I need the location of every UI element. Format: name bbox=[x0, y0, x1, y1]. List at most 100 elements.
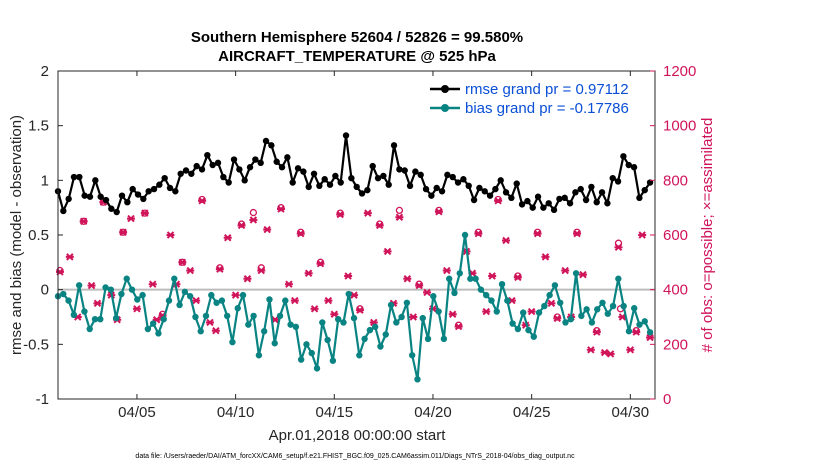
obs-assimilated-point bbox=[355, 306, 364, 314]
series-0-point bbox=[449, 173, 456, 181]
obs-assimilated-point bbox=[561, 266, 570, 275]
series-0-point bbox=[273, 158, 280, 165]
series-1-point bbox=[208, 291, 215, 299]
series-0-point bbox=[561, 194, 568, 202]
y-tick-label: 2 bbox=[41, 63, 49, 80]
series-0-point bbox=[252, 156, 259, 163]
obs-assimilated-point bbox=[501, 236, 510, 245]
obs-possible-point bbox=[376, 220, 384, 228]
series-0-point bbox=[209, 161, 216, 169]
series-1-point bbox=[525, 326, 532, 334]
obs-assimilated-point bbox=[442, 266, 451, 275]
legend-bias-marker bbox=[441, 104, 449, 112]
series-1-point bbox=[192, 313, 199, 321]
series-1-point bbox=[567, 315, 574, 323]
series-1-point bbox=[583, 306, 590, 313]
series-1-point bbox=[519, 309, 527, 316]
series-0-point bbox=[502, 189, 510, 196]
series-0-point bbox=[598, 189, 606, 196]
chart-subtitle: AIRCRAFT_TEMPERATURE @ 525 hPa bbox=[218, 48, 496, 65]
obs-possible-point bbox=[435, 206, 443, 215]
series-1-point bbox=[646, 329, 654, 336]
series-0-point bbox=[161, 174, 168, 182]
obs-possible-point bbox=[553, 313, 561, 321]
legend: rmse grand pr = 0.97112 bias grand pr = … bbox=[424, 76, 652, 120]
obs-assimilated-point bbox=[304, 269, 313, 277]
obs-possible-point bbox=[356, 305, 364, 313]
series-0-point bbox=[572, 189, 579, 196]
series-1-point bbox=[324, 336, 331, 344]
series-0-point bbox=[177, 170, 184, 177]
series-0-point bbox=[337, 179, 344, 186]
series-0-point bbox=[433, 184, 440, 192]
obs-assimilated-point bbox=[166, 231, 175, 239]
series-0-point bbox=[406, 182, 414, 189]
series-1-point bbox=[292, 323, 300, 331]
obs-possible-point bbox=[593, 327, 601, 335]
series-0-point bbox=[108, 205, 115, 212]
series-1-point bbox=[213, 299, 220, 306]
series-0-point bbox=[262, 137, 270, 145]
series-1-point bbox=[155, 330, 162, 337]
series-1-point bbox=[239, 291, 247, 299]
series-1-point bbox=[266, 296, 273, 303]
series-0-point bbox=[60, 207, 67, 215]
x-axis-label: Apr.01,2018 00:00:00 start bbox=[269, 427, 447, 444]
obs-assimilated-point bbox=[186, 266, 195, 275]
series-0-point bbox=[630, 164, 638, 171]
series-0-point bbox=[545, 200, 552, 207]
y-tick-label: -0.5 bbox=[23, 336, 49, 353]
y-right-tick-label: 800 bbox=[663, 172, 688, 189]
series-1-point bbox=[366, 326, 374, 334]
obs-assimilated-point bbox=[205, 318, 214, 327]
series-0-point bbox=[454, 179, 462, 186]
obs-possible-point bbox=[514, 272, 522, 280]
obs-assimilated-point bbox=[223, 234, 232, 242]
series-0-point bbox=[76, 173, 83, 181]
series-1-point bbox=[435, 308, 442, 315]
series-1-point bbox=[456, 270, 463, 277]
series-0-point bbox=[214, 159, 222, 167]
series-1-point bbox=[97, 315, 104, 323]
obs-possible-point bbox=[415, 280, 423, 288]
obs-assimilated-point bbox=[140, 209, 149, 217]
obs-possible-point bbox=[249, 208, 258, 217]
series-0-point bbox=[417, 171, 424, 179]
series-0-point bbox=[321, 176, 328, 183]
series-0-point bbox=[465, 182, 472, 189]
series-1-point bbox=[197, 328, 204, 335]
axis-layer: 04/05 04/10 04/15 04/20 04/25 04/30 -1 -0.5 0 0.5… bbox=[23, 63, 696, 421]
obs-assimilated-point bbox=[423, 288, 432, 297]
series-1-point bbox=[128, 286, 136, 293]
series-1-point bbox=[123, 275, 130, 282]
series-0-point bbox=[348, 174, 355, 182]
series-1-point bbox=[139, 291, 146, 299]
series-0-point bbox=[294, 165, 302, 172]
obs-assimilated-point bbox=[578, 270, 587, 279]
series-1-point bbox=[393, 319, 400, 326]
series-0-point bbox=[204, 151, 211, 159]
series-0-point bbox=[470, 196, 478, 204]
obs-possible-point bbox=[632, 327, 640, 335]
series-1-point bbox=[350, 314, 358, 322]
obs-assimilated-point bbox=[198, 197, 207, 205]
series-1-point bbox=[604, 310, 611, 317]
series-0-point bbox=[118, 192, 126, 199]
series-1-point bbox=[313, 365, 321, 372]
obs-assimilated-point bbox=[586, 346, 595, 354]
series-1-point bbox=[107, 286, 115, 293]
series-1-point bbox=[86, 325, 93, 333]
obs-assimilated-point bbox=[249, 216, 258, 224]
series-0-point bbox=[369, 162, 376, 170]
y-tick-label: 0.5 bbox=[28, 227, 49, 244]
series-1-point bbox=[498, 281, 506, 288]
series-1-point bbox=[594, 306, 601, 313]
series-1-point bbox=[160, 315, 167, 323]
series-0-point bbox=[593, 199, 600, 206]
series-0-point bbox=[588, 183, 595, 191]
series-1-point bbox=[636, 321, 643, 328]
obs-assimilated-point bbox=[336, 210, 345, 219]
series-1-point bbox=[303, 341, 310, 348]
obs-assimilated-point bbox=[290, 296, 299, 305]
series-0-point bbox=[145, 188, 152, 195]
